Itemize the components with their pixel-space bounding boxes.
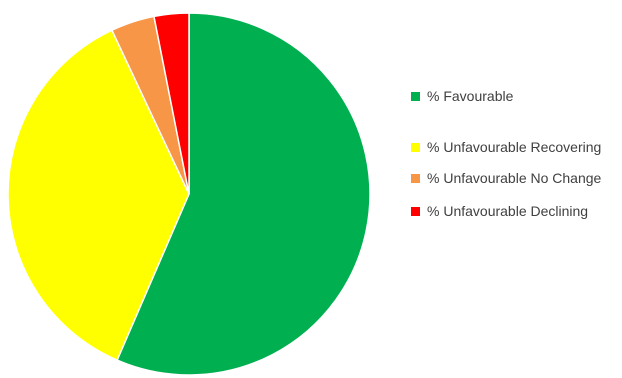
legend-item-unfavourable-no-change: % Unfavourable No Change bbox=[411, 168, 616, 189]
legend-item-unfavourable-recovering: % Unfavourable Recovering bbox=[411, 137, 616, 158]
legend-label-unfavourable-recovering: % Unfavourable Recovering bbox=[427, 139, 602, 155]
legend-swatch-unfavourable-no-change bbox=[411, 174, 420, 183]
legend-label-unfavourable-no-change: % Unfavourable No Change bbox=[427, 170, 602, 186]
legend-item-favourable: % Favourable bbox=[411, 86, 616, 107]
legend-label-unfavourable-declining: % Unfavourable Declining bbox=[427, 203, 589, 219]
legend: % Favourable % Unfavourable Recovering %… bbox=[411, 86, 616, 222]
pie-slice-unfavourable-recovering bbox=[7, 29, 190, 362]
legend-item-unfavourable-declining: % Unfavourable Declining bbox=[411, 201, 616, 222]
legend-label-favourable: % Favourable bbox=[427, 88, 514, 104]
legend-swatch-favourable bbox=[411, 92, 420, 101]
legend-swatch-unfavourable-declining bbox=[411, 207, 420, 216]
pie-slice-unfavourable-declining bbox=[153, 12, 190, 195]
pie-slice-favourable bbox=[116, 12, 371, 376]
pie-chart bbox=[7, 12, 371, 376]
legend-swatch-unfavourable-recovering bbox=[411, 143, 420, 152]
